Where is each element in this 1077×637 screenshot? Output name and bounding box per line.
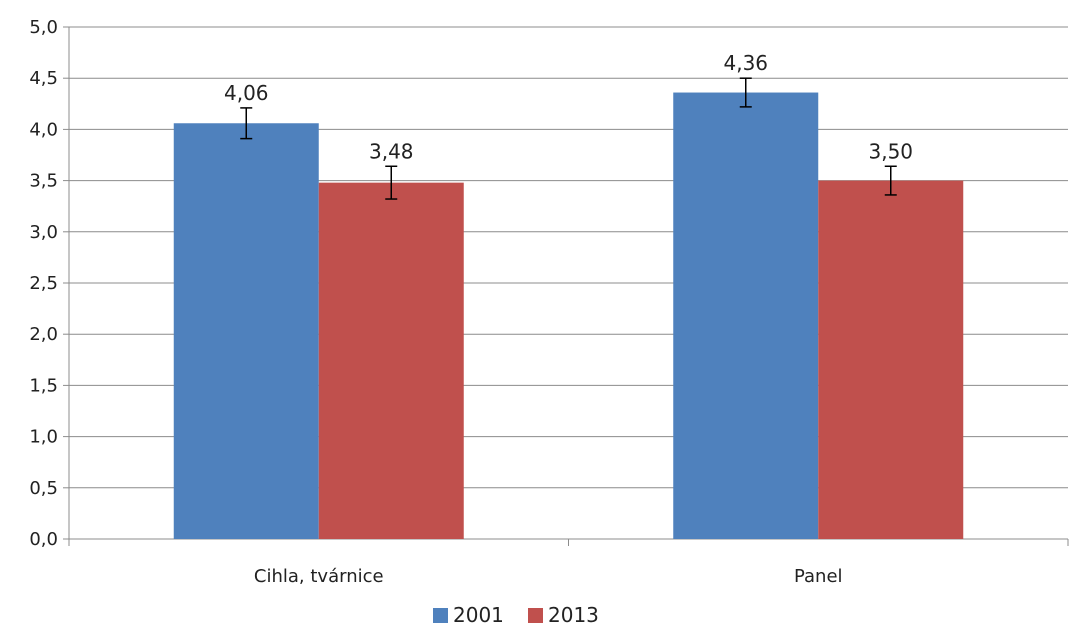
bar-2013: [318, 182, 464, 539]
y-tick-label: 3,0: [29, 222, 58, 243]
y-tick-label: 0,5: [29, 478, 58, 499]
y-tick-label: 1,5: [29, 375, 58, 396]
bar-2001: [673, 92, 819, 539]
x-category-label: Panel: [794, 566, 843, 587]
error-bars: [240, 77, 897, 200]
y-tick-label: 0,0: [29, 529, 58, 550]
legend-swatch-2001: [433, 608, 448, 623]
y-tick-label: 2,0: [29, 324, 58, 345]
x-category-label: Cihla, tvárnice: [254, 566, 384, 587]
legend: 2001 2013: [433, 603, 599, 627]
y-tick-label: 5,0: [29, 17, 58, 38]
data-label: 3,48: [369, 139, 414, 163]
legend-swatch-2013: [528, 608, 543, 623]
y-tick-label: 1,0: [29, 427, 58, 448]
y-tick-label: 2,5: [29, 273, 58, 294]
data-label: 4,36: [723, 51, 768, 75]
legend-label: 2001: [453, 603, 504, 627]
bar-2013: [818, 180, 964, 539]
legend-label: 2013: [548, 603, 599, 627]
y-tick-label: 3,5: [29, 171, 58, 192]
data-label: 4,06: [224, 81, 269, 105]
axes: 0,0 0,5 1,0 1,5 2,0 2,5 3,0 3,5 4,0 4,5 5,0 Cihla, …: [29, 17, 1069, 587]
bar-2001: [173, 123, 319, 540]
data-label: 3,50: [868, 139, 913, 163]
data-labels: 4,06 3,48 4,36 3,50: [224, 51, 913, 163]
bars: [173, 92, 964, 540]
y-tick-label: 4,5: [29, 68, 58, 89]
y-tick-label: 4,0: [29, 119, 58, 140]
